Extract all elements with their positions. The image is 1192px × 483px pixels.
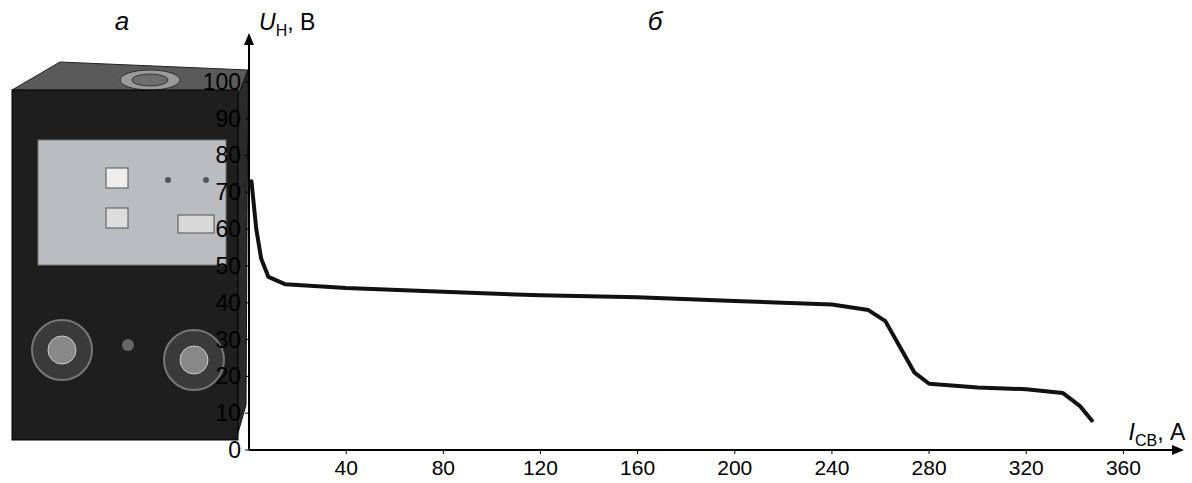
x-axis <box>249 449 1172 451</box>
x-tick-label: 320 <box>1009 456 1044 479</box>
page: а б 0 10 20 30 40 50 60 70 80 90 100 40 80 120 160 200 240… <box>0 0 1192 483</box>
axis-label-rest: , А <box>1157 419 1186 445</box>
y-axis <box>248 45 250 450</box>
x-tick <box>1026 450 1027 454</box>
y-tick-label: 80 <box>215 142 241 168</box>
terminal-core <box>48 336 76 364</box>
axis-label-sub: СВ <box>1135 432 1157 449</box>
device-front <box>12 90 238 440</box>
x-arrow <box>1172 445 1184 455</box>
axis-label-sub: Н <box>276 22 288 39</box>
y-tick <box>245 118 249 119</box>
front-panel <box>38 140 226 265</box>
y-tick-label: 100 <box>203 69 241 95</box>
x-tick <box>831 450 832 454</box>
switch <box>106 208 128 228</box>
panel-letter: а <box>115 6 129 36</box>
device-illustration <box>12 62 248 440</box>
x-tick <box>734 450 735 454</box>
x-tick-label: 200 <box>717 456 752 479</box>
terminal-core <box>180 346 208 374</box>
terminal <box>32 320 92 380</box>
y-tick <box>245 229 249 230</box>
volt-ampere-curve <box>251 181 1091 420</box>
x-tick-label: 120 <box>523 456 558 479</box>
y-tick <box>245 302 249 303</box>
y-tick-label: 0 <box>228 437 241 463</box>
x-tick-label: 80 <box>432 456 455 479</box>
connector <box>178 215 214 233</box>
y-tick <box>245 192 249 193</box>
y-axis-title: UН, В <box>259 9 315 39</box>
y-tick <box>245 339 249 340</box>
y-tick-label: 30 <box>215 327 241 353</box>
x-tick-label: 160 <box>620 456 655 479</box>
y-tick <box>245 155 249 156</box>
switch <box>106 168 128 188</box>
axes: 0 10 20 30 40 50 60 70 80 90 100 40 80 120 160 200 240 28… <box>203 33 1184 479</box>
x-tick <box>1123 450 1124 454</box>
y-tick <box>245 265 249 266</box>
y-arrow <box>244 33 254 45</box>
x-tick-label: 360 <box>1106 456 1141 479</box>
x-tick <box>443 450 444 454</box>
y-tick <box>245 413 249 414</box>
y-tick <box>245 376 249 377</box>
x-tick <box>346 450 347 454</box>
x-tick-label: 40 <box>334 456 357 479</box>
y-tick-label: 60 <box>215 216 241 242</box>
y-tick-label: 50 <box>215 253 241 279</box>
x-axis-title: IСВ, А <box>1129 419 1186 449</box>
x-tick <box>540 450 541 454</box>
y-tick-label: 90 <box>215 106 241 132</box>
indicator <box>165 177 171 183</box>
x-tick <box>637 450 638 454</box>
axis-label-rest: , В <box>287 9 315 35</box>
fan-hub <box>132 74 168 86</box>
knob <box>122 339 134 351</box>
plot-area <box>251 181 1091 420</box>
y-tick-label: 70 <box>215 179 241 205</box>
y-tick-label: 40 <box>215 290 241 316</box>
x-tick-label: 240 <box>814 456 849 479</box>
y-tick <box>245 450 249 451</box>
panel-letter: б <box>648 6 664 36</box>
y-tick-label: 20 <box>215 363 241 389</box>
x-tick-label: 280 <box>912 456 947 479</box>
x-tick <box>929 450 930 454</box>
y-tick <box>245 81 249 82</box>
y-tick-label: 10 <box>215 400 241 426</box>
indicator <box>203 177 209 183</box>
fan <box>120 70 180 90</box>
axis-label-main: U <box>259 9 276 35</box>
